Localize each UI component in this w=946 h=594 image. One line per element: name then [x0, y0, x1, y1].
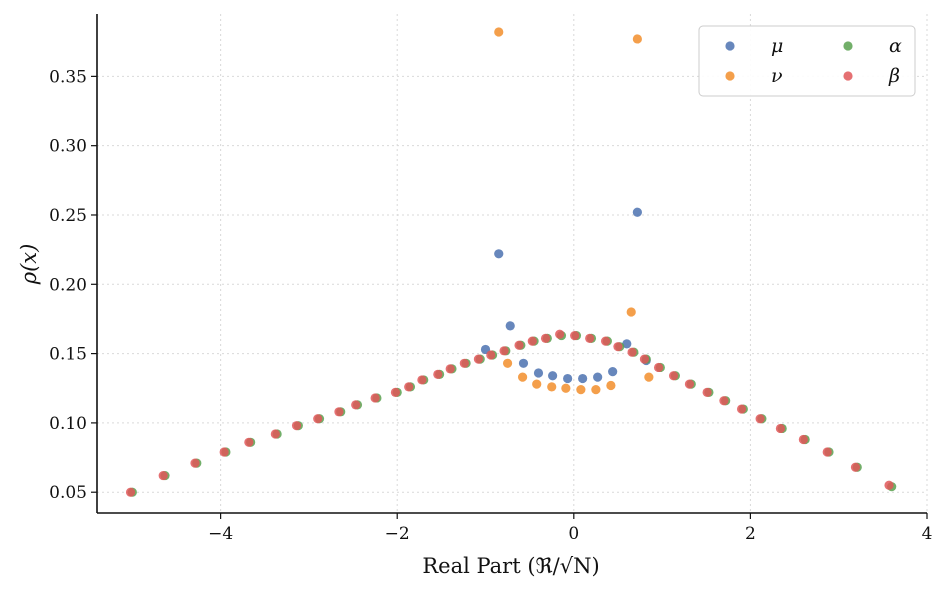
data-point — [884, 480, 894, 490]
data-point — [644, 372, 654, 382]
data-point — [639, 354, 650, 364]
data-point — [270, 429, 280, 439]
data-point — [606, 380, 616, 391]
data-point — [555, 329, 565, 339]
points-layer — [125, 27, 897, 497]
legend-marker — [843, 41, 853, 51]
legend-label: β — [888, 65, 900, 87]
data-point — [593, 372, 603, 382]
x-tick-label: 2 — [745, 524, 756, 544]
y-tick-label: 0.10 — [49, 414, 87, 434]
data-point — [505, 321, 515, 331]
data-point — [219, 447, 229, 457]
data-point — [518, 358, 529, 368]
data-point — [313, 414, 323, 424]
y-tick-label: 0.15 — [49, 345, 87, 365]
y-tick-label: 0.05 — [49, 483, 87, 503]
data-point — [702, 387, 712, 398]
data-point — [626, 307, 636, 317]
data-point — [540, 333, 551, 343]
legend-marker — [843, 71, 853, 81]
y-tick-label: 0.20 — [49, 275, 87, 295]
data-point — [370, 393, 380, 403]
series-μ-outliers — [494, 207, 642, 259]
data-point — [608, 367, 618, 377]
legend-label: μ — [771, 35, 783, 57]
data-point — [334, 407, 344, 417]
legend: μν αβ — [698, 25, 916, 97]
legend-label: α — [889, 35, 902, 57]
data-point — [755, 414, 765, 424]
data-point — [578, 373, 588, 384]
data-point — [563, 373, 573, 384]
legend-marker — [725, 41, 735, 51]
data-point — [125, 487, 136, 497]
data-point — [517, 372, 528, 382]
data-point — [622, 339, 632, 349]
data-point — [561, 383, 571, 393]
data-point — [244, 437, 254, 447]
data-point — [390, 387, 401, 398]
data-point — [527, 336, 537, 346]
y-tick-label: 0.30 — [49, 137, 87, 157]
data-point — [719, 396, 729, 406]
data-point — [684, 379, 695, 389]
data-point — [585, 333, 595, 343]
data-point — [158, 470, 168, 481]
data-point — [547, 382, 557, 392]
data-point — [570, 330, 580, 341]
y-axis-label: ρ(x) — [17, 244, 41, 286]
data-point — [668, 371, 679, 381]
data-point — [486, 350, 496, 360]
x-tick-label: 4 — [922, 524, 933, 544]
axes-layer: −4 −2 0 2 4 0.05 0.10 0.15 0.20 0.25 0.30 0.35 — [49, 14, 932, 544]
legend-marker — [725, 71, 735, 81]
data-point — [494, 27, 504, 37]
data-point — [473, 354, 484, 364]
x-tick-label: 0 — [568, 524, 579, 544]
data-point — [494, 249, 504, 259]
y-tick-label: 0.35 — [49, 67, 87, 87]
series-ν — [494, 27, 654, 395]
data-point — [445, 364, 455, 374]
series-α — [127, 330, 897, 497]
legend-label: ν — [771, 65, 783, 87]
x-tick-label: −4 — [208, 524, 233, 544]
data-point — [627, 347, 637, 357]
data-point — [404, 382, 414, 392]
y-tick-label: 0.25 — [49, 206, 87, 226]
x-axis-label: Real Part (ℜ/√N) — [422, 554, 599, 578]
data-point — [822, 447, 832, 457]
data-point — [613, 342, 623, 352]
data-point — [291, 421, 302, 431]
data-point — [576, 385, 586, 395]
data-point — [351, 400, 361, 410]
data-point — [502, 358, 513, 368]
data-point — [736, 404, 747, 414]
data-point — [514, 340, 524, 350]
data-point — [775, 423, 786, 434]
data-point — [548, 371, 558, 381]
data-point — [850, 462, 861, 472]
data-point — [459, 358, 469, 368]
data-point — [591, 385, 601, 395]
data-point — [798, 434, 808, 445]
data-point — [600, 336, 611, 346]
data-point — [632, 207, 642, 217]
series-β — [125, 329, 894, 497]
x-tick-label: −2 — [385, 524, 410, 544]
data-point — [533, 368, 544, 378]
data-point — [632, 34, 642, 44]
data-point — [417, 375, 427, 385]
legend-box — [698, 25, 916, 97]
data-point — [190, 458, 200, 468]
data-point — [653, 362, 664, 373]
data-point — [433, 369, 443, 379]
data-point — [532, 379, 542, 389]
data-point — [499, 346, 509, 356]
